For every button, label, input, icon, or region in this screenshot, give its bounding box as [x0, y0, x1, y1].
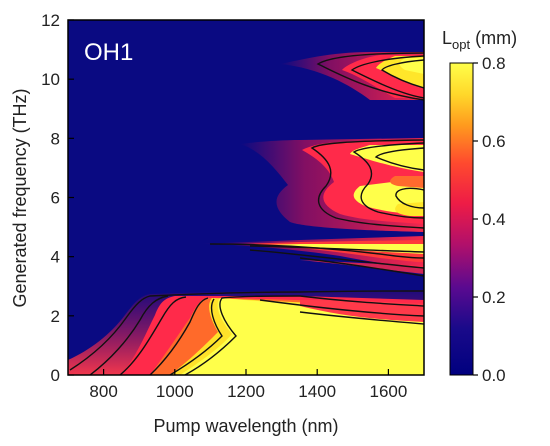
- colorbar: [449, 62, 474, 376]
- colorbar-tick-label: 0.8: [482, 54, 506, 73]
- y-tick-label: 12: [41, 11, 60, 30]
- y-tick-label: 0: [51, 366, 60, 385]
- x-axis: 800 1000 1200 1400 1600: [89, 369, 407, 401]
- chart-annotation: OH1: [84, 39, 133, 66]
- x-tick-label: 1400: [298, 382, 336, 401]
- x-tick-label: 1600: [369, 382, 407, 401]
- heatmap-region-low-band: [68, 290, 424, 375]
- x-tick-label: 1000: [156, 382, 194, 401]
- colorbar-tick-label: 0.2: [482, 288, 506, 307]
- y-axis-label: Generated frequency (THz): [10, 88, 30, 307]
- contour-lines: [69, 52, 424, 375]
- x-axis-label: Pump wavelength (nm): [153, 416, 338, 436]
- y-tick-label: 4: [51, 248, 60, 267]
- colorbar-tick-label: 0.4: [482, 210, 506, 229]
- y-tick-label: 8: [51, 129, 60, 148]
- y-axis: 0 2 4 6 8 10 12: [41, 11, 74, 385]
- colorbar-label: Lopt (mm): [442, 28, 517, 52]
- y-tick-label: 2: [51, 307, 60, 326]
- colorbar-tick-label: 0.6: [482, 132, 506, 151]
- y-tick-label: 10: [41, 70, 60, 89]
- y-tick-label: 6: [51, 189, 60, 208]
- x-tick-label: 800: [89, 382, 117, 401]
- heatmap: [68, 20, 424, 375]
- x-tick-label: 1200: [227, 382, 265, 401]
- heatmap-region-mid-band: [240, 138, 424, 232]
- colorbar-tick-label: 0.0: [482, 366, 506, 385]
- colorbar-axis: 0.0 0.2 0.4 0.6 0.8: [473, 54, 506, 385]
